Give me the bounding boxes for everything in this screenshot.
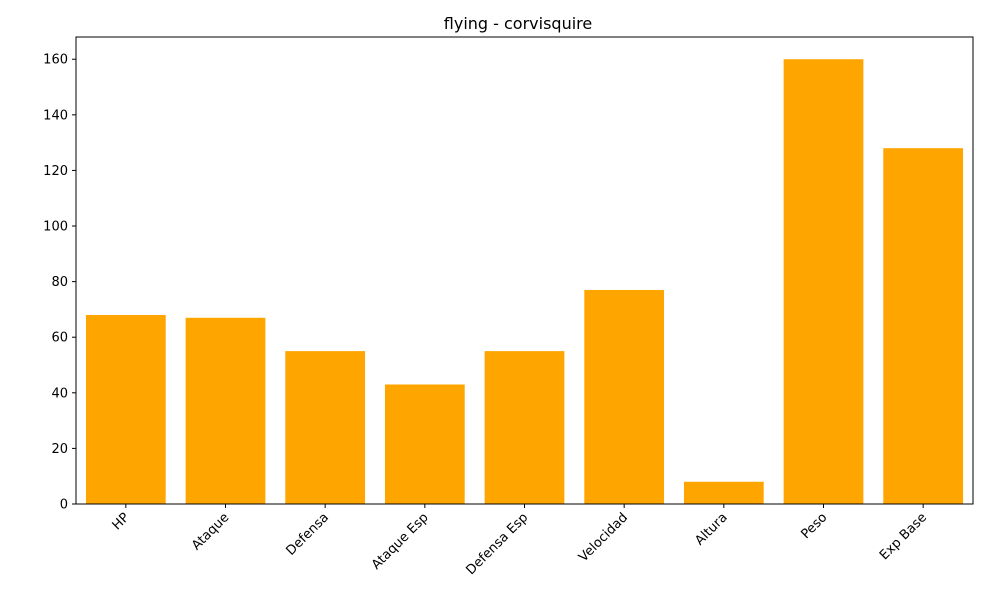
bars-group (85, 59, 964, 504)
chart-title: flying - corvisquire (444, 14, 592, 33)
y-tick-label: 0 (60, 498, 68, 513)
x-tick-label: Exp Base (877, 510, 930, 563)
x-tick-label: Peso (798, 510, 830, 542)
y-tick-label: 40 (51, 386, 68, 401)
x-axis: HP Ataque Defensa Ataque Esp Defensa Esp Velo… (110, 504, 930, 578)
y-tick-label: 160 (43, 53, 68, 68)
bar-defensa-esp (484, 351, 565, 504)
x-tick-label: Defensa Esp (463, 510, 531, 578)
y-tick-label: 20 (51, 442, 68, 457)
y-tick-label: 80 (51, 275, 68, 290)
x-tick-label: Ataque (189, 510, 232, 553)
bar-velocidad (584, 289, 665, 504)
y-tick-label: 140 (43, 108, 68, 123)
bar-ataque (185, 317, 266, 504)
x-tick-label: Ataque Esp (369, 510, 432, 573)
bar-hp (85, 314, 166, 504)
x-tick-label: Altura (692, 510, 730, 548)
y-tick-label: 60 (51, 331, 68, 346)
x-tick-label: Velocidad (576, 510, 631, 565)
bar-ataque-esp (384, 384, 465, 504)
bar-defensa (285, 351, 366, 504)
y-tick-label: 100 (43, 220, 68, 235)
x-tick-label: HP (110, 510, 133, 533)
bar-peso (783, 59, 864, 504)
y-tick-label: 120 (43, 164, 68, 179)
bar-exp-base (883, 148, 964, 504)
x-tick-label: Defensa (284, 510, 332, 558)
plot-frame (75, 36, 974, 505)
bar-altura (683, 481, 764, 504)
y-axis: 0 20 40 60 80 100 120 140 160 (43, 53, 76, 513)
